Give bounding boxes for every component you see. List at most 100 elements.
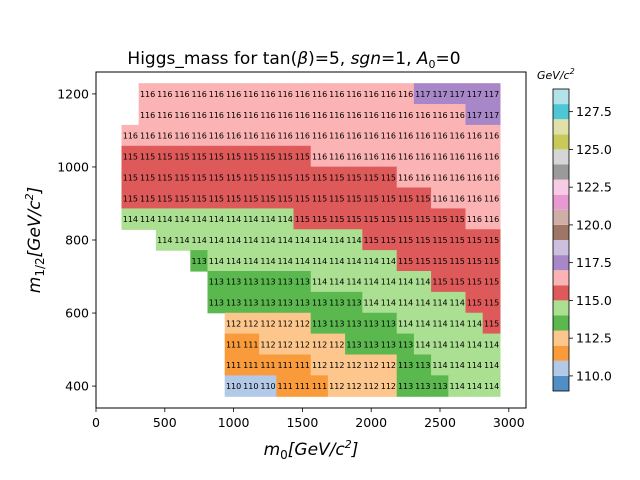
heatmap-cell-value: 115 <box>157 153 172 162</box>
heatmap-cell-value: 114 <box>450 299 465 308</box>
colorbar-frame <box>552 88 570 392</box>
colorbar-segment <box>553 300 569 316</box>
heatmap-cell-value: 111 <box>278 382 293 391</box>
heatmap-cell-value: 114 <box>432 319 447 328</box>
colorbar-tick-label: 117.5 <box>576 255 612 270</box>
heatmap-cell-value: 116 <box>346 90 361 99</box>
heatmap-cell-value: 115 <box>484 299 499 308</box>
heatmap-cell-value: 116 <box>209 111 224 120</box>
y-tick-label: 800 <box>65 233 89 248</box>
heatmap-cell-value: 113 <box>398 340 413 349</box>
heatmap-cell-value: 115 <box>226 194 241 203</box>
heatmap-cell-labels: 116 116 116 116 116 116 116 116 116 116 116 116 116 1… <box>123 90 499 391</box>
colorbar-tick-label: 122.5 <box>576 180 612 195</box>
heatmap-cell-value: 110 <box>260 382 275 391</box>
heatmap-cell-value: 116 <box>192 111 207 120</box>
heatmap-cell-value: 116 <box>398 173 413 182</box>
heatmap-cell-value: 116 <box>209 132 224 141</box>
heatmap-cell-value: 116 <box>450 153 465 162</box>
heatmap-cell-value: 115 <box>192 194 207 203</box>
heatmap-cell-value: 115 <box>123 194 138 203</box>
x-axis-ticks: 0 500 1000 1500 2000 2500 3000 <box>92 408 525 430</box>
heatmap-cell-value: 115 <box>484 236 499 245</box>
heatmap-cell-value: 116 <box>432 132 447 141</box>
colorbar-segment <box>553 194 569 210</box>
heatmap-cell-value: 115 <box>381 194 396 203</box>
heatmap-cell-value: 116 <box>157 132 172 141</box>
heatmap-cell-value: 114 <box>329 278 344 287</box>
heatmap-cell-value: 113 <box>312 299 327 308</box>
heatmap-cell-value: 116 <box>450 194 465 203</box>
heatmap-cell-value: 116 <box>346 153 361 162</box>
heatmap-cell-value: 114 <box>123 215 138 224</box>
heatmap-cell-value: 113 <box>278 278 293 287</box>
heatmap-cell-value: 116 <box>381 153 396 162</box>
heatmap-cell-value: 116 <box>398 132 413 141</box>
heatmap-cell-value: 116 <box>381 90 396 99</box>
heatmap-cell-value: 113 <box>295 278 310 287</box>
colorbar-segment <box>553 209 569 225</box>
y-tick-label: 1200 <box>57 86 89 101</box>
heatmap-cell-value: 114 <box>450 340 465 349</box>
heatmap-cell-value: 115 <box>192 153 207 162</box>
heatmap-cell-value: 116 <box>484 132 499 141</box>
x-tick-label: 3000 <box>493 415 525 430</box>
colorbar-segment <box>553 330 569 346</box>
heatmap-cell-value: 114 <box>174 236 189 245</box>
heatmap-cell-value: 116 <box>467 215 482 224</box>
heatmap-cell-value: 115 <box>484 257 499 266</box>
heatmap-cell-value: 116 <box>432 111 447 120</box>
heatmap-cell-value: 114 <box>415 319 430 328</box>
heatmap-cell-value: 113 <box>346 340 361 349</box>
heatmap-cell-value: 115 <box>415 215 430 224</box>
heatmap-cell-value: 115 <box>260 173 275 182</box>
heatmap-cell-value: 113 <box>364 340 379 349</box>
colorbar-segment <box>553 240 569 256</box>
heatmap-cell-value: 116 <box>329 132 344 141</box>
heatmap-cell-value: 114 <box>346 257 361 266</box>
heatmap-cell-value: 115 <box>209 173 224 182</box>
heatmap-cell-value: 115 <box>484 278 499 287</box>
heatmap-cell-value: 114 <box>278 215 293 224</box>
heatmap-cell-value: 114 <box>157 215 172 224</box>
heatmap-cell-value: 112 <box>278 319 293 328</box>
heatmap-cell-value: 112 <box>312 340 327 349</box>
heatmap-cell-value: 113 <box>312 319 327 328</box>
colorbar-segment <box>553 285 569 301</box>
heatmap-cell-value: 116 <box>467 194 482 203</box>
heatmap-cell-value: 113 <box>398 382 413 391</box>
heatmap-cell-value: 116 <box>329 153 344 162</box>
y-axis-ticks: 400 600 800 1000 1200 <box>57 86 96 394</box>
heatmap-cell-value: 115 <box>484 319 499 328</box>
heatmap-cell-value: 114 <box>157 236 172 245</box>
heatmap-cell-value: 115 <box>312 194 327 203</box>
heatmap-cell-value: 116 <box>123 132 138 141</box>
heatmap-cell-value: 115 <box>450 215 465 224</box>
heatmap-cell-value: 115 <box>295 215 310 224</box>
heatmap-cell-value: 115 <box>329 173 344 182</box>
heatmap-cell-value: 115 <box>467 257 482 266</box>
heatmap-cell-value: 114 <box>398 299 413 308</box>
x-tick-label: 1500 <box>286 415 318 430</box>
heatmap-cell-value: 114 <box>432 299 447 308</box>
heatmap-cell-value: 114 <box>209 257 224 266</box>
heatmap-cell-value: 112 <box>260 340 275 349</box>
colorbar-segment <box>553 164 569 180</box>
heatmap-cell-value: 115 <box>209 153 224 162</box>
heatmap-cell-value: 113 <box>381 319 396 328</box>
heatmap-cell-value: 114 <box>312 278 327 287</box>
heatmap-cell-value: 116 <box>484 194 499 203</box>
heatmap-cell-value: 111 <box>243 361 258 370</box>
heatmap-cell-value: 116 <box>174 111 189 120</box>
heatmap-cell-value: 113 <box>346 319 361 328</box>
heatmap-cell-value: 111 <box>260 361 275 370</box>
heatmap-cell-value: 114 <box>415 340 430 349</box>
heatmap-cell-value: 116 <box>260 111 275 120</box>
heatmap-cell-value: 113 <box>243 299 258 308</box>
heatmap-cell-value: 114 <box>312 257 327 266</box>
heatmap-cell-value: 116 <box>278 90 293 99</box>
x-tick-label: 1000 <box>218 415 250 430</box>
heatmap-cell-value: 114 <box>329 236 344 245</box>
heatmap-cell-value: 116 <box>484 173 499 182</box>
